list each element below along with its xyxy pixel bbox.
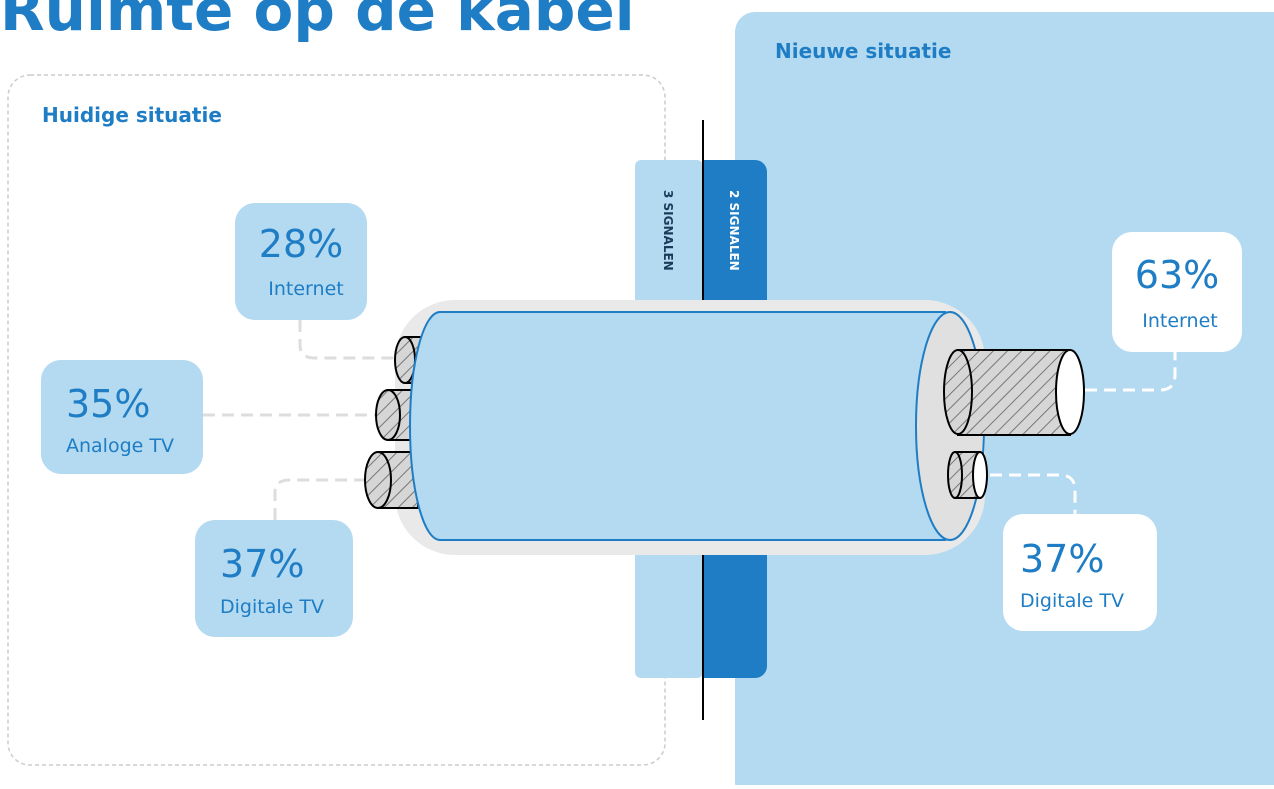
callout: 63% Internet <box>1112 232 1242 352</box>
percentage: 37% <box>1020 537 1104 581</box>
current-title: Huidige situatie <box>42 103 222 127</box>
label: Internet <box>1142 310 1217 332</box>
signals-current: 3 SIGNALEN <box>661 190 675 271</box>
percentage: 37% <box>220 542 304 586</box>
title: Ruimte op de kabel <box>0 0 635 44</box>
callout: 37% Digitale TV <box>1003 514 1157 631</box>
label: Digitale TV <box>220 596 324 618</box>
new-title: Nieuwe situatie <box>775 39 951 63</box>
percentage: 63% <box>1135 253 1219 297</box>
page: Ruimte op de kabel Huidige situatie Nieu… <box>0 0 1274 785</box>
connector <box>275 480 365 520</box>
cable-body <box>410 312 945 540</box>
label: Digitale TV <box>1020 590 1124 612</box>
infographic: Ruimte op de kabel Huidige situatie Nieu… <box>0 0 1274 785</box>
percentage: 35% <box>66 382 150 426</box>
callout: 28% Internet <box>235 203 367 320</box>
callout: 35% Analoge TV <box>41 360 203 474</box>
label: Internet <box>268 278 343 300</box>
percentage: 28% <box>259 222 343 266</box>
connector <box>300 320 395 358</box>
label: Analoge TV <box>66 435 174 457</box>
callout: 37% Digitale TV <box>195 520 353 637</box>
signals-new: 2 SIGNALEN <box>727 190 741 271</box>
